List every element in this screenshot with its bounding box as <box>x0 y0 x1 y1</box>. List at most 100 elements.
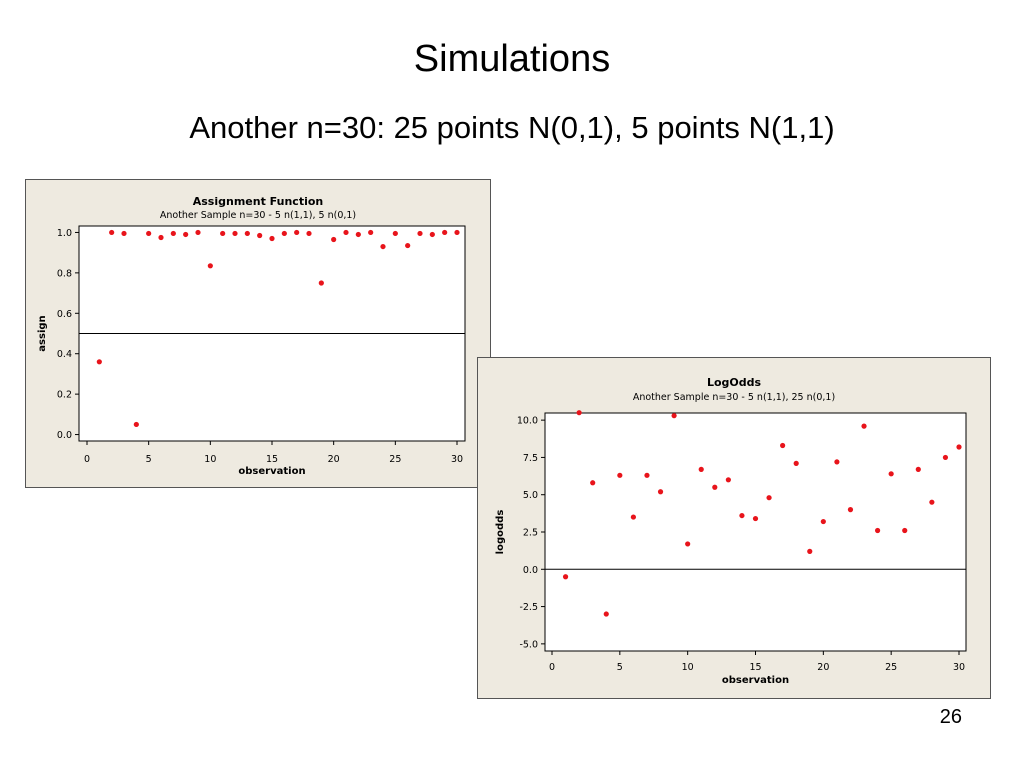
data-point <box>257 232 263 239</box>
x-tick-label: 30 <box>953 662 965 673</box>
data-point <box>109 229 115 236</box>
data-point <box>318 280 324 286</box>
data-point <box>617 472 623 478</box>
x-tick-label: 25 <box>885 662 897 673</box>
data-point <box>698 466 704 472</box>
data-point <box>657 489 664 495</box>
y-tick-label: -5.0 <box>519 639 538 650</box>
data-point <box>281 230 287 237</box>
slide-number: 26 <box>939 706 962 728</box>
y-tick-label: 0.4 <box>57 349 72 360</box>
data-point <box>576 410 582 416</box>
data-point <box>146 230 152 237</box>
data-point <box>158 234 164 241</box>
data-point <box>454 229 460 236</box>
assignment-function-svg: Assignment Function Another Sample n=30 -… <box>25 179 491 488</box>
y-tick-label: 0.6 <box>57 309 72 320</box>
y-tick-label: 5.0 <box>523 490 538 501</box>
data-point <box>630 514 636 520</box>
plot-area <box>544 412 967 652</box>
x-axis-title: observation <box>238 466 305 477</box>
data-point <box>244 230 250 237</box>
data-point <box>170 230 176 237</box>
data-point <box>685 541 691 547</box>
data-point <box>121 230 127 237</box>
data-point <box>590 480 596 486</box>
logodds-chart: LogOdds Another Sample n=30 - 5 n(1,1), 2… <box>477 357 991 699</box>
data-point <box>875 527 881 534</box>
y-tick-label: 1.0 <box>57 228 72 239</box>
data-point <box>780 442 786 449</box>
data-point <box>712 484 718 490</box>
y-axis-title: assign <box>37 315 48 351</box>
x-tick-label: 30 <box>451 454 463 465</box>
data-point <box>929 499 935 505</box>
x-tick-label: 20 <box>328 454 340 465</box>
data-point <box>807 548 813 554</box>
slide-subtitle: Another n=30: 25 points N(0,1), 5 points… <box>189 110 835 145</box>
data-point <box>133 421 139 428</box>
data-point <box>861 423 867 429</box>
x-tick-label: 10 <box>204 454 216 465</box>
x-tick-label: 20 <box>817 662 829 673</box>
data-point <box>752 515 759 522</box>
slide-title: Simulations <box>413 38 611 80</box>
x-axis-title: observation <box>722 675 789 686</box>
logodds-svg: LogOdds Another Sample n=30 - 5 n(1,1), 2… <box>477 357 991 699</box>
data-point <box>96 359 102 365</box>
data-point <box>232 230 238 237</box>
chart-title: LogOdds <box>707 376 762 389</box>
data-point <box>671 413 677 419</box>
chart-title: Assignment Function <box>193 195 324 208</box>
data-point <box>847 507 854 513</box>
data-point <box>355 231 361 238</box>
data-point <box>793 460 799 466</box>
data-point <box>942 454 949 461</box>
data-point <box>766 495 772 501</box>
data-point <box>417 230 423 237</box>
x-tick-label: 10 <box>682 662 694 673</box>
y-tick-label: 2.5 <box>523 528 538 539</box>
data-point <box>902 527 908 534</box>
data-point <box>888 471 894 477</box>
y-tick-label: 0.0 <box>523 565 538 576</box>
data-point <box>269 235 275 242</box>
data-point <box>380 243 386 250</box>
data-point <box>603 611 609 617</box>
data-point <box>294 229 300 236</box>
y-tick-label: 0.2 <box>57 390 72 401</box>
assignment-function-chart: Assignment Function Another Sample n=30 -… <box>25 179 491 488</box>
data-point <box>442 229 448 236</box>
x-tick-label: 25 <box>389 454 401 465</box>
data-point <box>820 518 826 525</box>
data-point <box>739 512 745 519</box>
data-point <box>915 466 921 472</box>
data-point <box>220 230 226 237</box>
x-tick-label: 5 <box>146 454 152 465</box>
data-point <box>644 472 650 478</box>
y-tick-label: -2.5 <box>519 602 538 613</box>
data-point <box>306 230 312 237</box>
data-point <box>405 242 411 249</box>
x-tick-label: 15 <box>266 454 278 465</box>
data-point <box>195 229 201 236</box>
data-point <box>725 477 731 483</box>
y-tick-label: 7.5 <box>523 453 538 464</box>
chart-subtitle: Another Sample n=30 - 5 n(1,1), 25 n(0,1… <box>633 392 835 403</box>
data-point <box>429 231 435 238</box>
data-point <box>392 230 398 237</box>
data-point <box>343 229 349 236</box>
data-point <box>207 263 213 269</box>
y-axis-title: logodds <box>495 510 506 555</box>
data-point <box>368 229 374 236</box>
data-point <box>562 574 569 580</box>
chart-subtitle: Another Sample n=30 - 5 n(1,1), 5 n(0,1) <box>160 210 356 221</box>
y-tick-label: 10.0 <box>517 416 538 427</box>
x-tick-label: 15 <box>749 662 761 673</box>
x-tick-label: 0 <box>549 662 555 673</box>
y-tick-label: 0.0 <box>57 430 72 441</box>
x-tick-label: 5 <box>617 662 623 673</box>
y-tick-label: 0.8 <box>57 268 72 279</box>
data-point <box>956 444 962 450</box>
x-tick-label: 0 <box>84 454 90 465</box>
